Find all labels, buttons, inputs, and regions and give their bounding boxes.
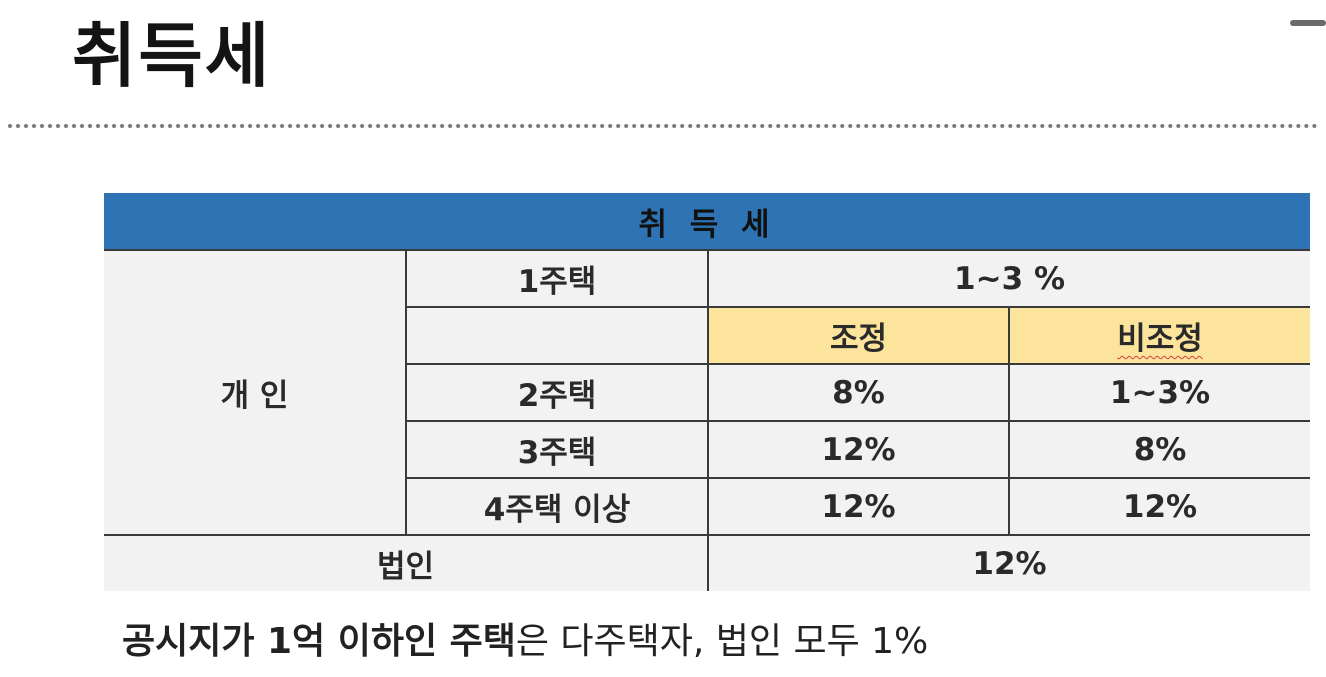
table-row: 개 인 1주택 1~3 % bbox=[104, 249, 1311, 536]
table-row: 조정 비조정 bbox=[104, 306, 1311, 365]
table-row: 4주택 이상 12% 12% bbox=[104, 477, 1311, 536]
corporation-rate: 12% bbox=[706, 534, 1311, 591]
table-header-row: 취 득 세 bbox=[104, 193, 1311, 250]
one-home-label: 1주택 bbox=[405, 249, 709, 308]
footnote: 공시지가 1억 이하인 주택은 다주택자, 법인 모두 1% bbox=[122, 612, 928, 672]
non-adjusted-area-header: 비조정 bbox=[1007, 306, 1311, 365]
table-row: 2주택 8% 1~3% bbox=[104, 363, 1311, 422]
acquisition-tax-table: 취 득 세 개 인 1주택 1~3 % 조정 비조정 2주택 8% 1~3% 3… bbox=[104, 193, 1311, 591]
one-home-rate: 1~3 % bbox=[706, 249, 1311, 308]
page-title: 취득세 bbox=[72, 15, 272, 97]
individual-label: 개 인 bbox=[104, 249, 407, 536]
three-homes-label: 3주택 bbox=[406, 420, 709, 479]
non-adjusted-label: 비조정 bbox=[1117, 321, 1203, 357]
two-homes-non-adjusted: 1~3% bbox=[1007, 363, 1311, 422]
minimize-icon[interactable] bbox=[1290, 20, 1326, 26]
two-homes-adjusted: 8% bbox=[707, 363, 1010, 422]
four-plus-homes-non-adjusted: 12% bbox=[1007, 477, 1311, 536]
three-homes-non-adjusted: 8% bbox=[1007, 420, 1311, 479]
two-homes-label: 2주택 bbox=[406, 363, 709, 422]
three-homes-adjusted: 12% bbox=[707, 420, 1010, 479]
table-header: 취 득 세 bbox=[104, 193, 1311, 250]
footnote-text: 은 다주택자, 법인 모두 1% bbox=[515, 621, 929, 662]
empty-cell bbox=[406, 306, 709, 365]
table-row: 법인 12% bbox=[104, 534, 1311, 591]
adjusted-area-header: 조정 bbox=[707, 306, 1010, 365]
footnote-emphasis: 공시지가 1억 이하인 주택 bbox=[122, 621, 516, 662]
table-row: 3주택 12% 8% bbox=[104, 420, 1311, 479]
corporation-label: 법인 bbox=[104, 534, 709, 591]
dotted-divider bbox=[8, 124, 1318, 128]
four-plus-homes-label: 4주택 이상 bbox=[406, 477, 709, 536]
four-plus-homes-adjusted: 12% bbox=[707, 477, 1010, 536]
